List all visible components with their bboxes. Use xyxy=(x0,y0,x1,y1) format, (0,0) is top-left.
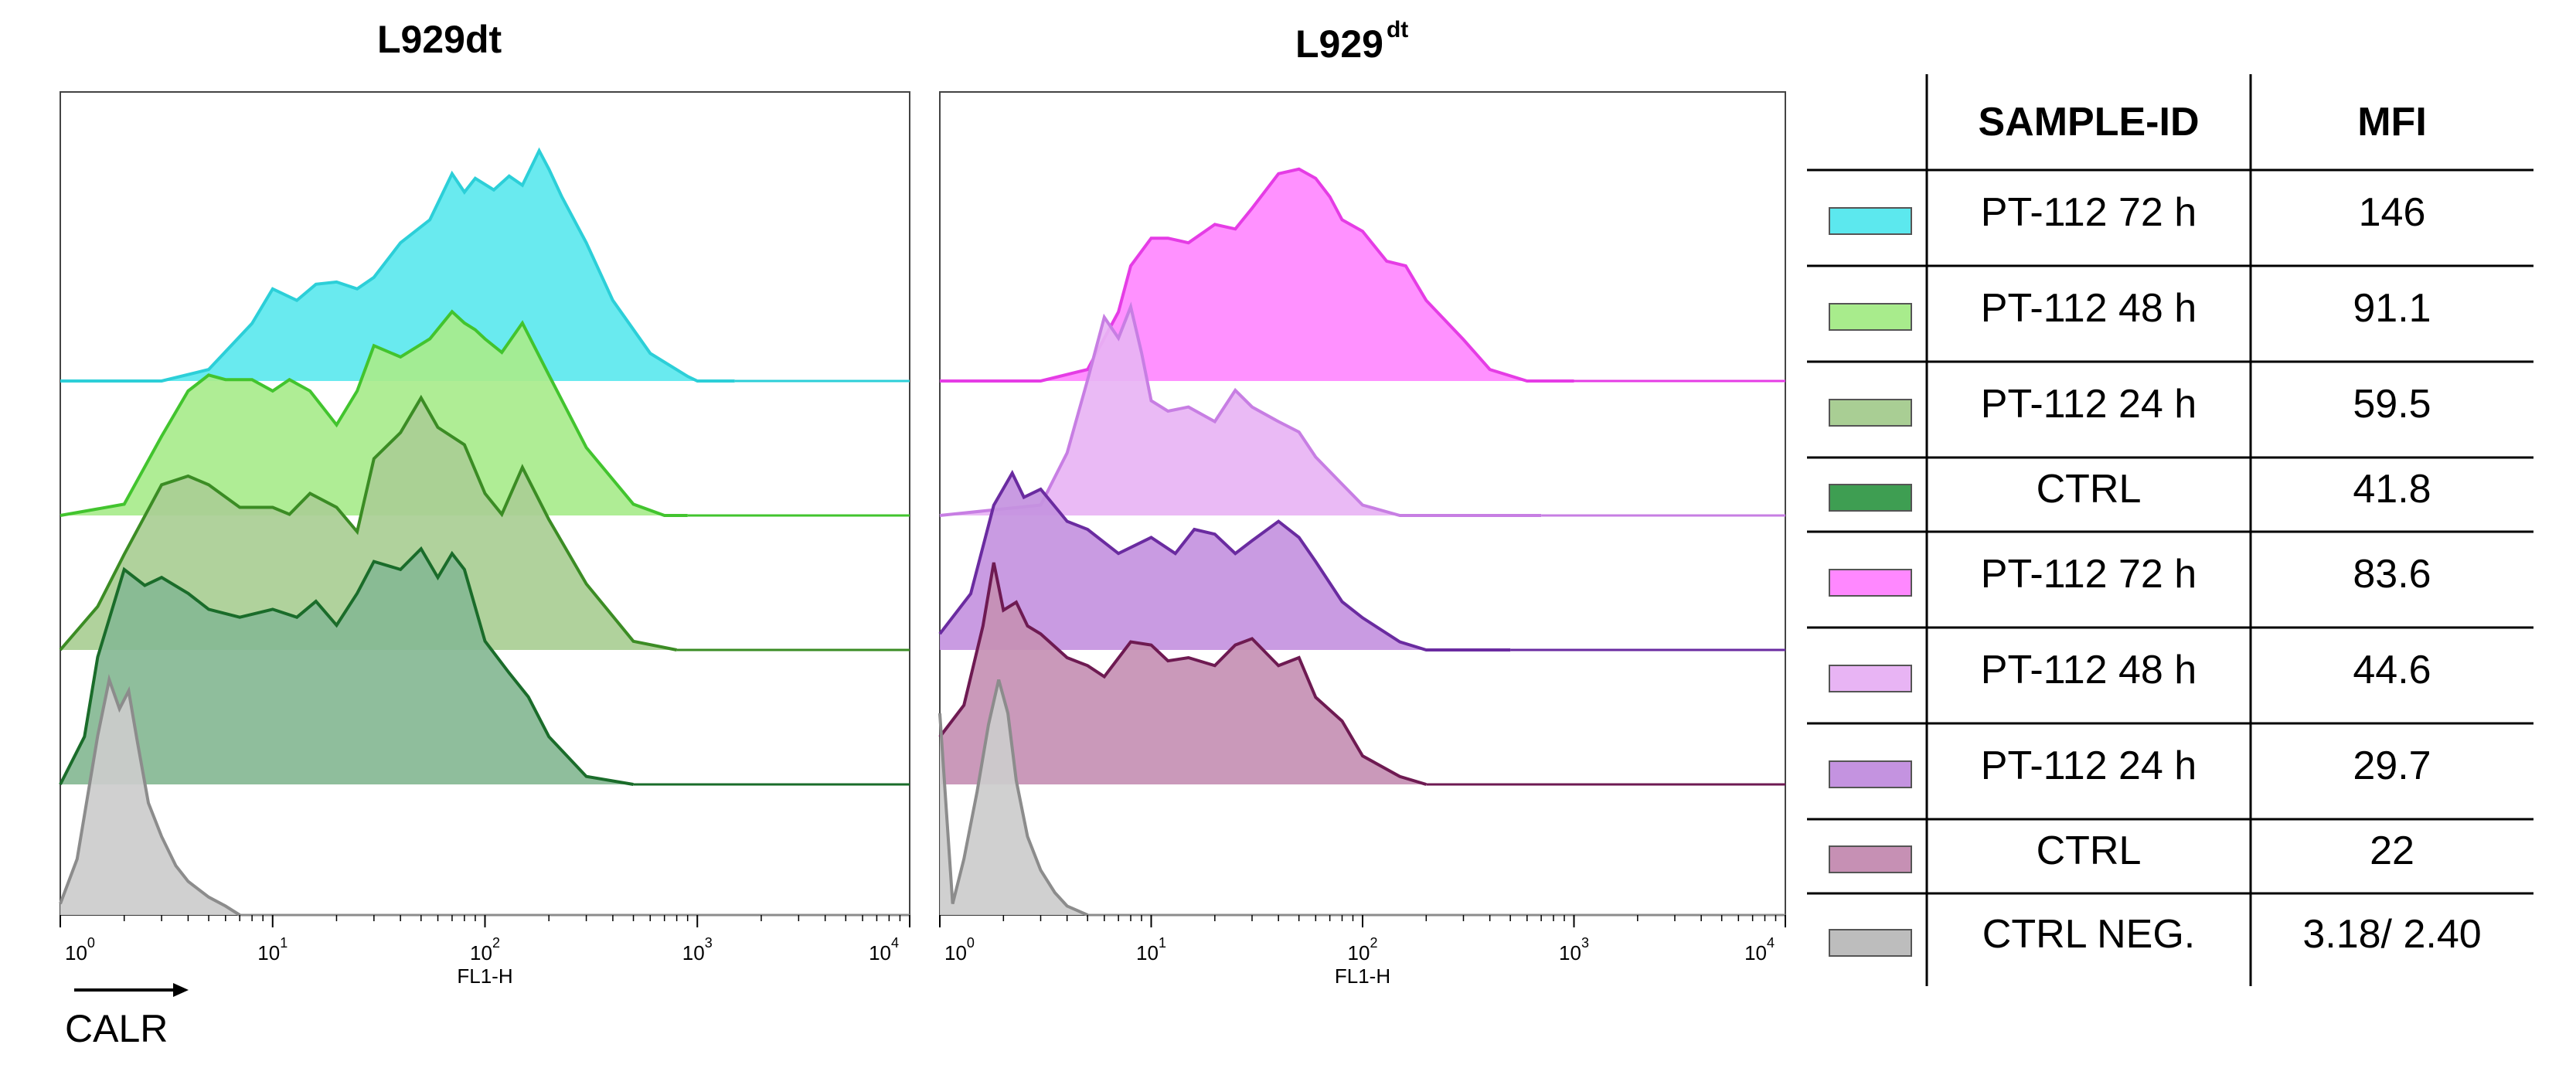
table-cell-sample: PT-112 24 h xyxy=(1980,382,2197,427)
table-cell-sample: CTRL xyxy=(2036,828,2142,873)
legend-swatch xyxy=(1829,207,1912,235)
histogram-outline-series-3 xyxy=(938,562,1427,786)
table-cell-sample: PT-112 48 h xyxy=(1980,648,2197,692)
header-mfi: MFI xyxy=(2357,100,2427,145)
table-cell-mfi: 41.8 xyxy=(2353,467,2431,512)
legend-swatch xyxy=(1829,929,1912,957)
x-tick-label: 101 xyxy=(257,935,288,964)
histogram-outline-series-0 xyxy=(60,147,735,383)
legend-swatch xyxy=(1829,760,1912,788)
legend-swatch xyxy=(1829,569,1912,597)
x-tick-label: 104 xyxy=(1744,935,1775,964)
legend-swatch xyxy=(1829,845,1912,873)
histogram-outline-series-2 xyxy=(59,394,677,651)
legend-swatch xyxy=(1829,484,1912,512)
x-axis-label: FL1-H xyxy=(1335,964,1390,988)
histogram-outline-series-0 xyxy=(940,167,1574,383)
table-cell-mfi: 146 xyxy=(2358,190,2426,235)
histogram-area-series-1 xyxy=(60,311,688,515)
histogram-outline-series-4 xyxy=(938,679,1089,917)
table-cell-sample: PT-112 24 h xyxy=(1980,743,2197,788)
histogram-outline-series-3 xyxy=(59,546,634,786)
calr-arrow xyxy=(74,983,189,997)
table-cell-mfi: 83.6 xyxy=(2353,552,2431,597)
histogram-panel-right: 100 101 102 103 104 FL1-H xyxy=(938,91,1786,988)
histogram-outline-series-2 xyxy=(938,469,1511,651)
histogram-area-series-0 xyxy=(60,151,735,381)
histogram-outline-series-1 xyxy=(939,301,1542,517)
x-tick-label: 102 xyxy=(470,935,500,964)
x-tick-label: 101 xyxy=(1136,935,1166,964)
histogram-area-series-3 xyxy=(60,549,634,784)
table-cell-sample: CTRL xyxy=(2036,467,2142,512)
table-cell-mfi: 22 xyxy=(2370,828,2414,873)
histogram-outline-series-4 xyxy=(59,674,241,917)
x-tick-label: 104 xyxy=(869,935,899,964)
table-cell-mfi: 59.5 xyxy=(2353,382,2431,427)
panel-title-right: L929 dt xyxy=(1295,17,1409,66)
x-tick-label: 103 xyxy=(1559,935,1589,964)
x-tick-label: 102 xyxy=(1348,935,1378,964)
histogram-plots: 100 101 102 103 104 FL1-H 100 101 102 103 104 FL1-… xyxy=(59,91,1786,997)
x-tick-label: 100 xyxy=(65,935,95,964)
histogram-area-series-1 xyxy=(940,307,1542,515)
x-axis-label: FL1-H xyxy=(457,964,512,988)
histogram-area-series-2 xyxy=(60,397,677,650)
legend-swatch xyxy=(1829,399,1912,427)
legend-swatch xyxy=(1829,303,1912,331)
table-cell-sample: CTRL NEG. xyxy=(1982,912,2196,957)
table-cell-mfi: 44.6 xyxy=(2353,648,2431,692)
panel-title-left: L929dt xyxy=(377,18,502,61)
header-sample-id: SAMPLE-ID xyxy=(1978,100,2200,145)
calr-label: CALR xyxy=(65,1007,168,1050)
table-cell-sample: PT-112 72 h xyxy=(1980,552,2197,597)
legend-swatch xyxy=(1829,665,1912,692)
histogram-area-series-3 xyxy=(940,563,1427,784)
table-grid xyxy=(1807,74,2533,986)
table-cell-mfi: 29.7 xyxy=(2353,743,2431,788)
x-tick-label: 100 xyxy=(944,935,975,964)
histogram-panel-left: 100 101 102 103 104 FL1-H xyxy=(59,91,910,988)
table-cell-mfi: 3.18/ 2.40 xyxy=(2302,912,2482,957)
table-cell-sample: PT-112 48 h xyxy=(1980,286,2197,331)
histogram-area-series-4 xyxy=(940,679,1088,915)
histogram-area-series-4 xyxy=(60,679,240,915)
x-tick-label: 103 xyxy=(682,935,713,964)
histogram-area-series-2 xyxy=(940,473,1511,650)
histogram-outline-series-1 xyxy=(60,309,688,517)
table-cell-sample: PT-112 72 h xyxy=(1980,190,2197,235)
histogram-area-series-0 xyxy=(940,168,1574,382)
table-cell-mfi: 91.1 xyxy=(2353,286,2431,331)
